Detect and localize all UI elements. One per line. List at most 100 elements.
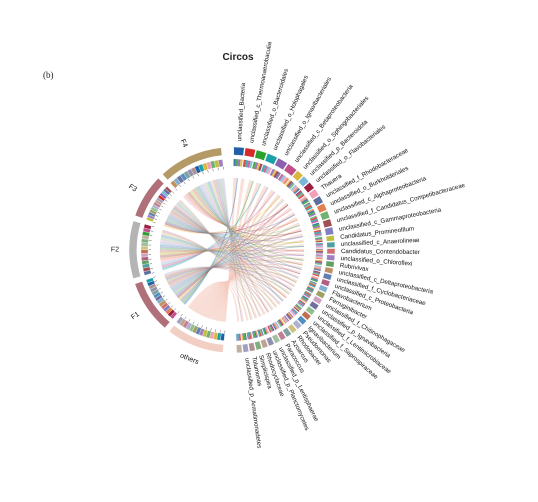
chord-ribbon <box>160 209 293 263</box>
taxon-stack-segment <box>315 245 323 247</box>
taxon-stack-segment <box>315 246 323 248</box>
taxon-stack-segment <box>312 272 320 276</box>
taxon-stack-segment <box>313 268 321 272</box>
taxon-stack-segment <box>300 197 308 203</box>
chord-ribbon <box>160 237 290 295</box>
chord-ribbon <box>159 250 305 253</box>
chord-ribbon <box>202 183 295 287</box>
chord-ribbon <box>166 265 297 283</box>
taxon-arc-2 <box>254 149 267 161</box>
taxon-arc-11 <box>316 202 328 214</box>
tick-mark <box>180 313 183 317</box>
stack-segment <box>140 253 149 258</box>
taxon-stack-segment <box>312 222 320 227</box>
chord-ribbon <box>164 204 289 234</box>
taxon-arc-17 <box>326 248 336 255</box>
tick-mark <box>167 196 170 199</box>
chord-ribbon <box>160 242 299 279</box>
taxon-stack-segment <box>313 270 321 274</box>
taxon-arc-29 <box>296 315 307 326</box>
tick-mark <box>158 288 161 290</box>
taxon-stack-segment <box>286 180 293 188</box>
taxon-stack-segment <box>314 231 322 235</box>
taxon-arc-33 <box>277 330 287 341</box>
taxon-stack-segment <box>244 332 247 340</box>
chord-ribbon <box>159 247 304 261</box>
taxon-stack-segment <box>314 263 322 266</box>
taxon-stack-segment <box>258 329 262 337</box>
taxon-stack-segment <box>292 307 298 314</box>
taxon-stack-segment <box>290 309 297 316</box>
taxon-stack-segment <box>309 215 317 220</box>
taxon-stack-segment <box>293 188 300 195</box>
taxon-stack-segment <box>285 313 291 321</box>
stack-segment <box>145 277 154 284</box>
taxon-stack-segment <box>257 329 261 337</box>
chord-ribbon <box>215 179 260 317</box>
tick-mark <box>179 184 182 188</box>
taxon-label: unclassified_Bacteria <box>236 82 247 141</box>
tick-mark <box>210 328 212 331</box>
taxon-stack-segment <box>306 208 314 214</box>
taxon-stack-segment <box>315 259 323 262</box>
taxon-stack-segment <box>262 327 266 335</box>
taxon-arc-19 <box>325 260 335 268</box>
taxon-arc-18 <box>326 254 336 261</box>
chord-ribbon <box>218 178 252 320</box>
taxon-stack-segment <box>309 281 317 286</box>
chord-ribbon <box>210 233 303 320</box>
taxon-stack-segment <box>315 240 323 243</box>
taxon-stack-segment <box>312 273 320 277</box>
taxon-stack-segment <box>249 331 253 339</box>
tick-mark <box>188 178 190 182</box>
chord-ribbon <box>161 234 283 302</box>
chord-ribbon <box>220 185 268 322</box>
tick-mark <box>163 202 166 205</box>
chord-ribbon <box>163 266 280 305</box>
tick-mark <box>155 215 159 217</box>
taxon-stack-segment <box>241 333 244 341</box>
taxon-arc-37 <box>254 340 263 351</box>
taxon-arc-8 <box>303 182 315 194</box>
taxon-stack-segment <box>315 242 323 245</box>
chord-ribbon <box>172 236 303 293</box>
taxon-stack-segment <box>263 165 268 173</box>
taxon-stack-segment <box>239 333 242 341</box>
taxon-arc-34 <box>271 333 281 344</box>
chord-ribbon <box>213 217 298 321</box>
taxon-stack-segment <box>283 315 290 322</box>
chord-ribbon <box>178 199 256 319</box>
chord-ribbon <box>161 232 276 308</box>
taxon-stack-segment <box>233 159 236 167</box>
taxon-stack-segment <box>275 172 281 180</box>
taxon-stack-segment <box>296 191 303 198</box>
chord-ribbon <box>159 241 304 256</box>
taxon-stack-segment <box>279 318 285 325</box>
taxon-arc-13 <box>322 218 333 229</box>
taxon-stack-segment <box>272 323 277 330</box>
taxon-stack-segment <box>300 297 307 303</box>
taxon-stack-segment <box>247 160 251 168</box>
taxon-stack-segment <box>270 324 275 331</box>
taxon-stack-segment <box>303 292 311 298</box>
taxon-stack-segment <box>258 163 263 171</box>
chord-ribbon <box>175 204 280 305</box>
taxon-stack-segment <box>299 196 307 202</box>
taxon-arc-24 <box>315 290 326 299</box>
taxon-stack-segment <box>265 326 270 334</box>
taxon-stack-segment <box>283 315 289 323</box>
taxon-stack-segment <box>287 312 293 319</box>
chord-ribbon <box>181 180 254 304</box>
taxon-arc-22 <box>320 278 331 287</box>
taxon-stack-segment <box>310 216 318 221</box>
taxon-stack-segment <box>286 313 292 320</box>
taxon-stack-segment <box>267 325 272 333</box>
taxon-arc-3 <box>264 153 278 165</box>
taxon-stack-segment <box>261 164 266 172</box>
tick-mark <box>171 305 174 308</box>
taxon-stack-segment <box>298 300 305 306</box>
taxon-stack-segment <box>251 331 255 339</box>
chord-ribbon <box>176 204 289 299</box>
taxon-stack-segment <box>297 302 304 308</box>
stack-segment <box>164 186 173 194</box>
